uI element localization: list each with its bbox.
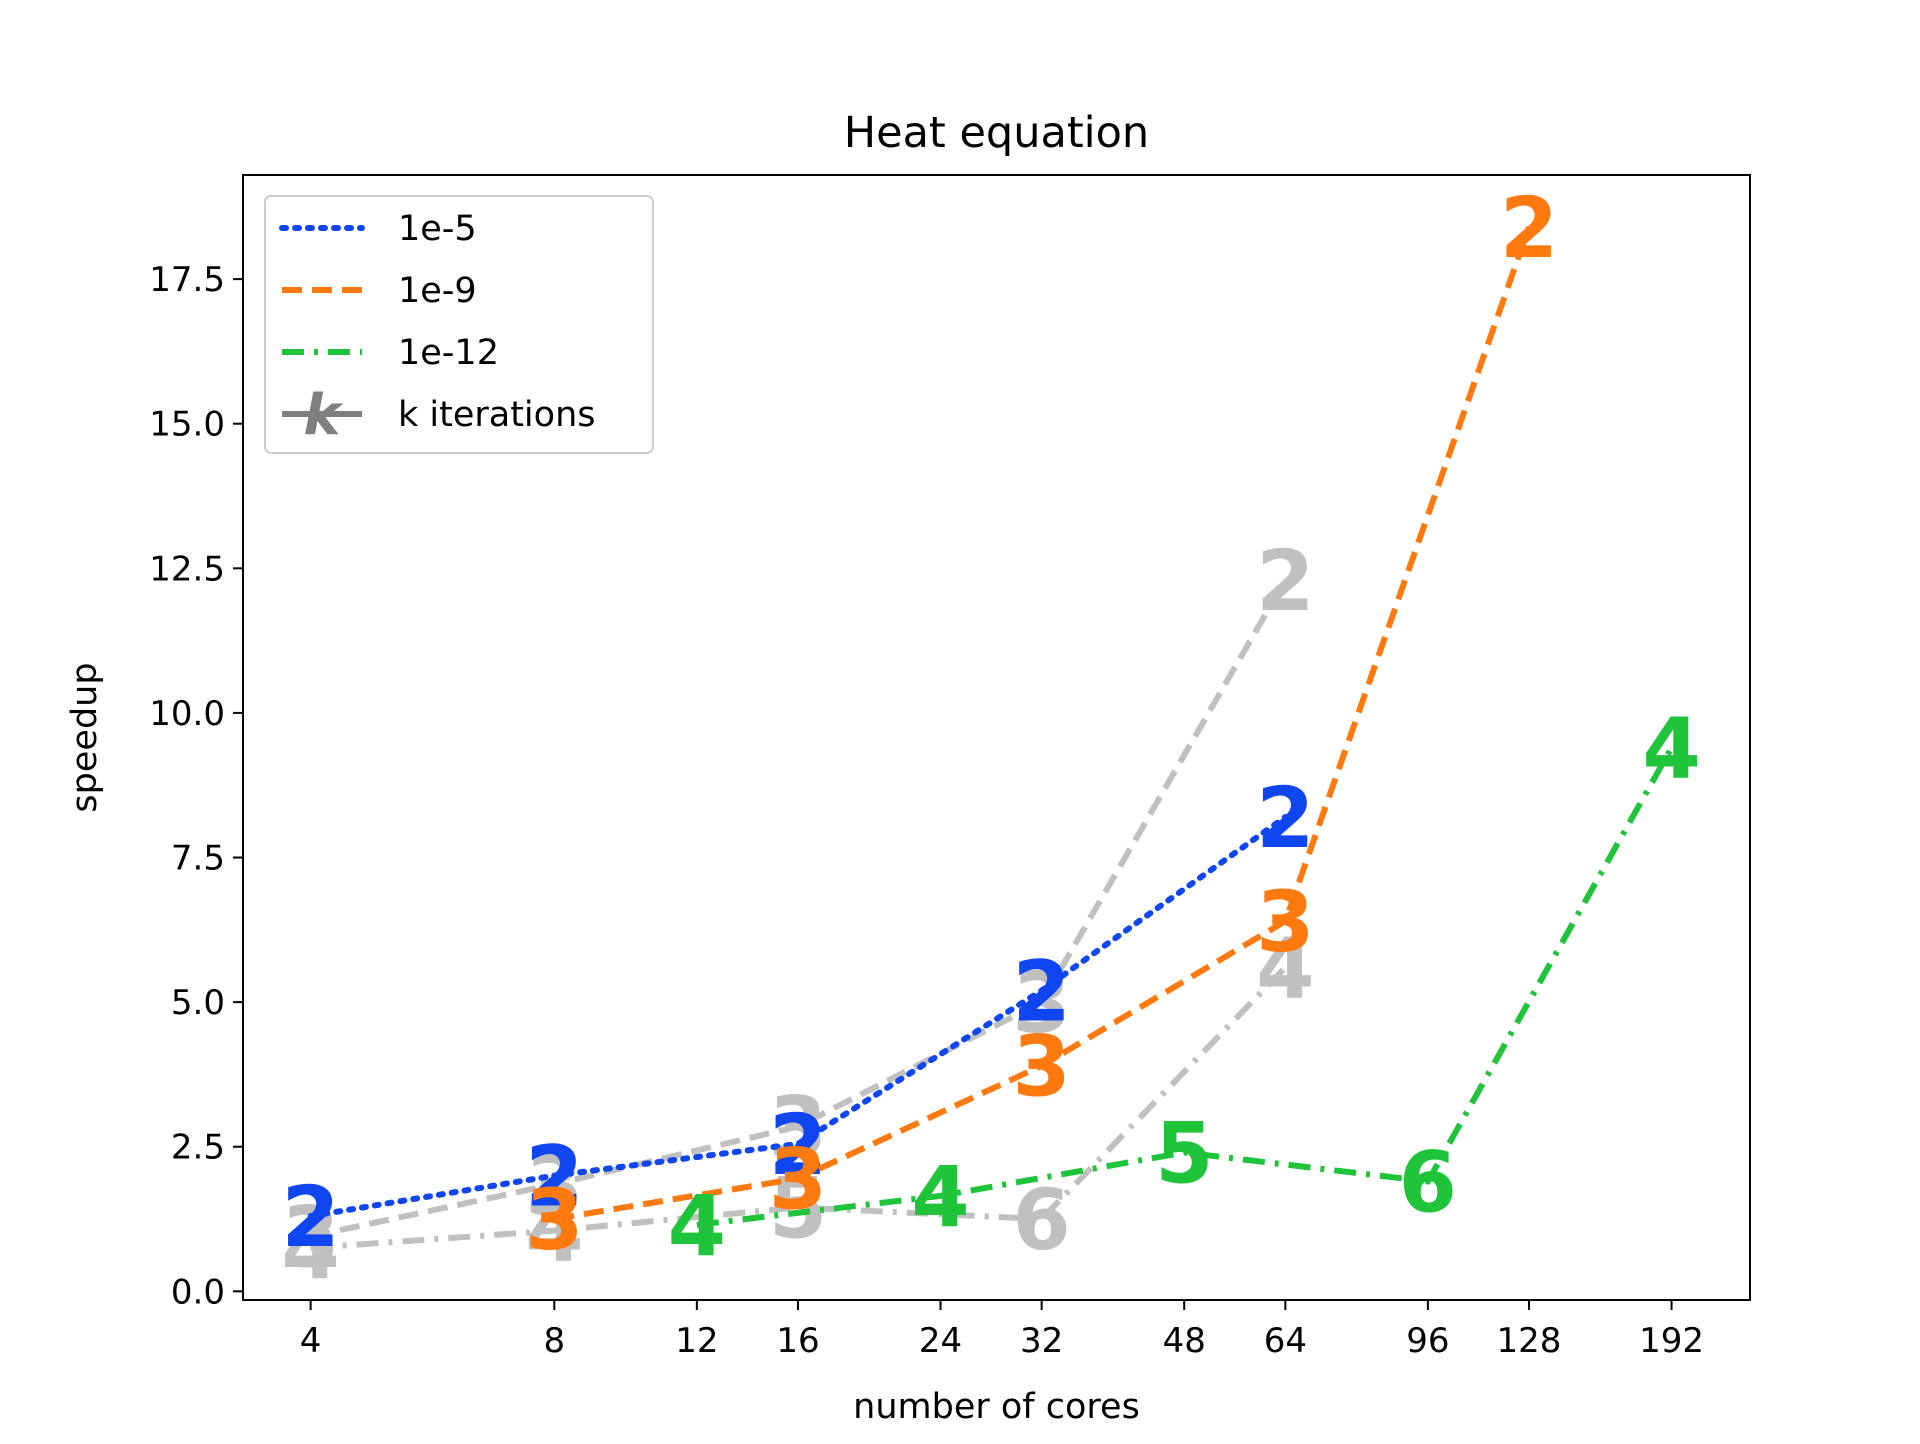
y-tick-label: 12.5: [149, 549, 225, 589]
legend-item: 1e-12: [282, 333, 499, 373]
legend-marker: k: [303, 383, 344, 448]
x-tick-label: 12: [675, 1321, 718, 1361]
point-label: 4: [1256, 919, 1314, 1017]
x-tick-label: 4: [300, 1321, 322, 1361]
x-tick-label: 64: [1264, 1321, 1307, 1361]
point-label: 2: [1500, 179, 1558, 277]
y-tick-label: 2.5: [171, 1128, 225, 1168]
x-tick-label: 128: [1497, 1321, 1562, 1361]
point-label: 3: [281, 1188, 339, 1286]
series-line: [696, 746, 1675, 1228]
series-line: [307, 814, 1289, 1220]
point-label: 6: [1012, 1171, 1070, 1269]
legend-box: [264, 195, 654, 454]
x-tick-label: 48: [1163, 1321, 1206, 1361]
y-tick-label: 7.5: [171, 839, 225, 879]
point-label: 2: [1256, 532, 1314, 630]
point-label: 3: [1256, 873, 1314, 971]
legend-label: 1e-5: [398, 209, 477, 249]
axes-layer: 4 8 12 16 24 32 48 64 96 128 1920.02.55.07.510.012…: [149, 260, 1704, 1361]
legend-item: 1e-9: [282, 271, 477, 311]
point-label: 5: [1155, 1105, 1213, 1203]
x-tick-label: 32: [1020, 1321, 1063, 1361]
chart-title: Heat equation: [844, 108, 1149, 158]
point-label: 2: [1012, 943, 1070, 1041]
x-axis-label: number of cores: [853, 1387, 1140, 1427]
legend: 1e-5 1e-9 1e-12 k k iterations: [264, 195, 654, 454]
point-label: 2: [1256, 769, 1314, 867]
x-tick-label: 24: [919, 1321, 962, 1361]
x-tick-label: 192: [1639, 1321, 1704, 1361]
point-label: 6: [1399, 1133, 1457, 1231]
point-label: 2: [281, 1168, 339, 1266]
y-tick-label: 0.0: [171, 1272, 225, 1312]
y-tick-label: 10.0: [149, 694, 225, 734]
legend-item: 1e-5: [279, 209, 477, 249]
y-tick-label: 5.0: [171, 983, 225, 1023]
series-1e-12: 4 4 5 64: [668, 700, 1701, 1275]
legend-label: 1e-12: [398, 333, 499, 373]
y-axis-label: speedup: [65, 662, 105, 812]
point-label: 4: [911, 1148, 969, 1246]
point-label: 3: [769, 1078, 827, 1176]
point-label: 4: [668, 1177, 726, 1275]
series-1e-5: 2 2 222: [281, 769, 1314, 1266]
point-label: 3: [525, 1171, 583, 1269]
legend-item: k k iterations: [282, 383, 596, 448]
plot-frame: [242, 174, 1751, 1301]
x-tick-label: 8: [543, 1321, 565, 1361]
point-label: 4: [525, 1183, 583, 1281]
series-line: [553, 226, 1532, 1222]
point-label: 4: [1642, 700, 1700, 798]
series-line: [310, 965, 1288, 1251]
legend-label: 1e-9: [398, 271, 477, 311]
y-tick-label: 15.0: [149, 405, 225, 445]
legend-label: k iterations: [398, 395, 596, 435]
x-tick-label: 16: [776, 1321, 819, 1361]
series-line: [310, 578, 1288, 1240]
x-tick-label: 96: [1406, 1321, 1449, 1361]
point-label: 2: [525, 1128, 583, 1226]
y-tick-label: 17.5: [149, 260, 225, 300]
point-label: 3: [1012, 1018, 1070, 1116]
